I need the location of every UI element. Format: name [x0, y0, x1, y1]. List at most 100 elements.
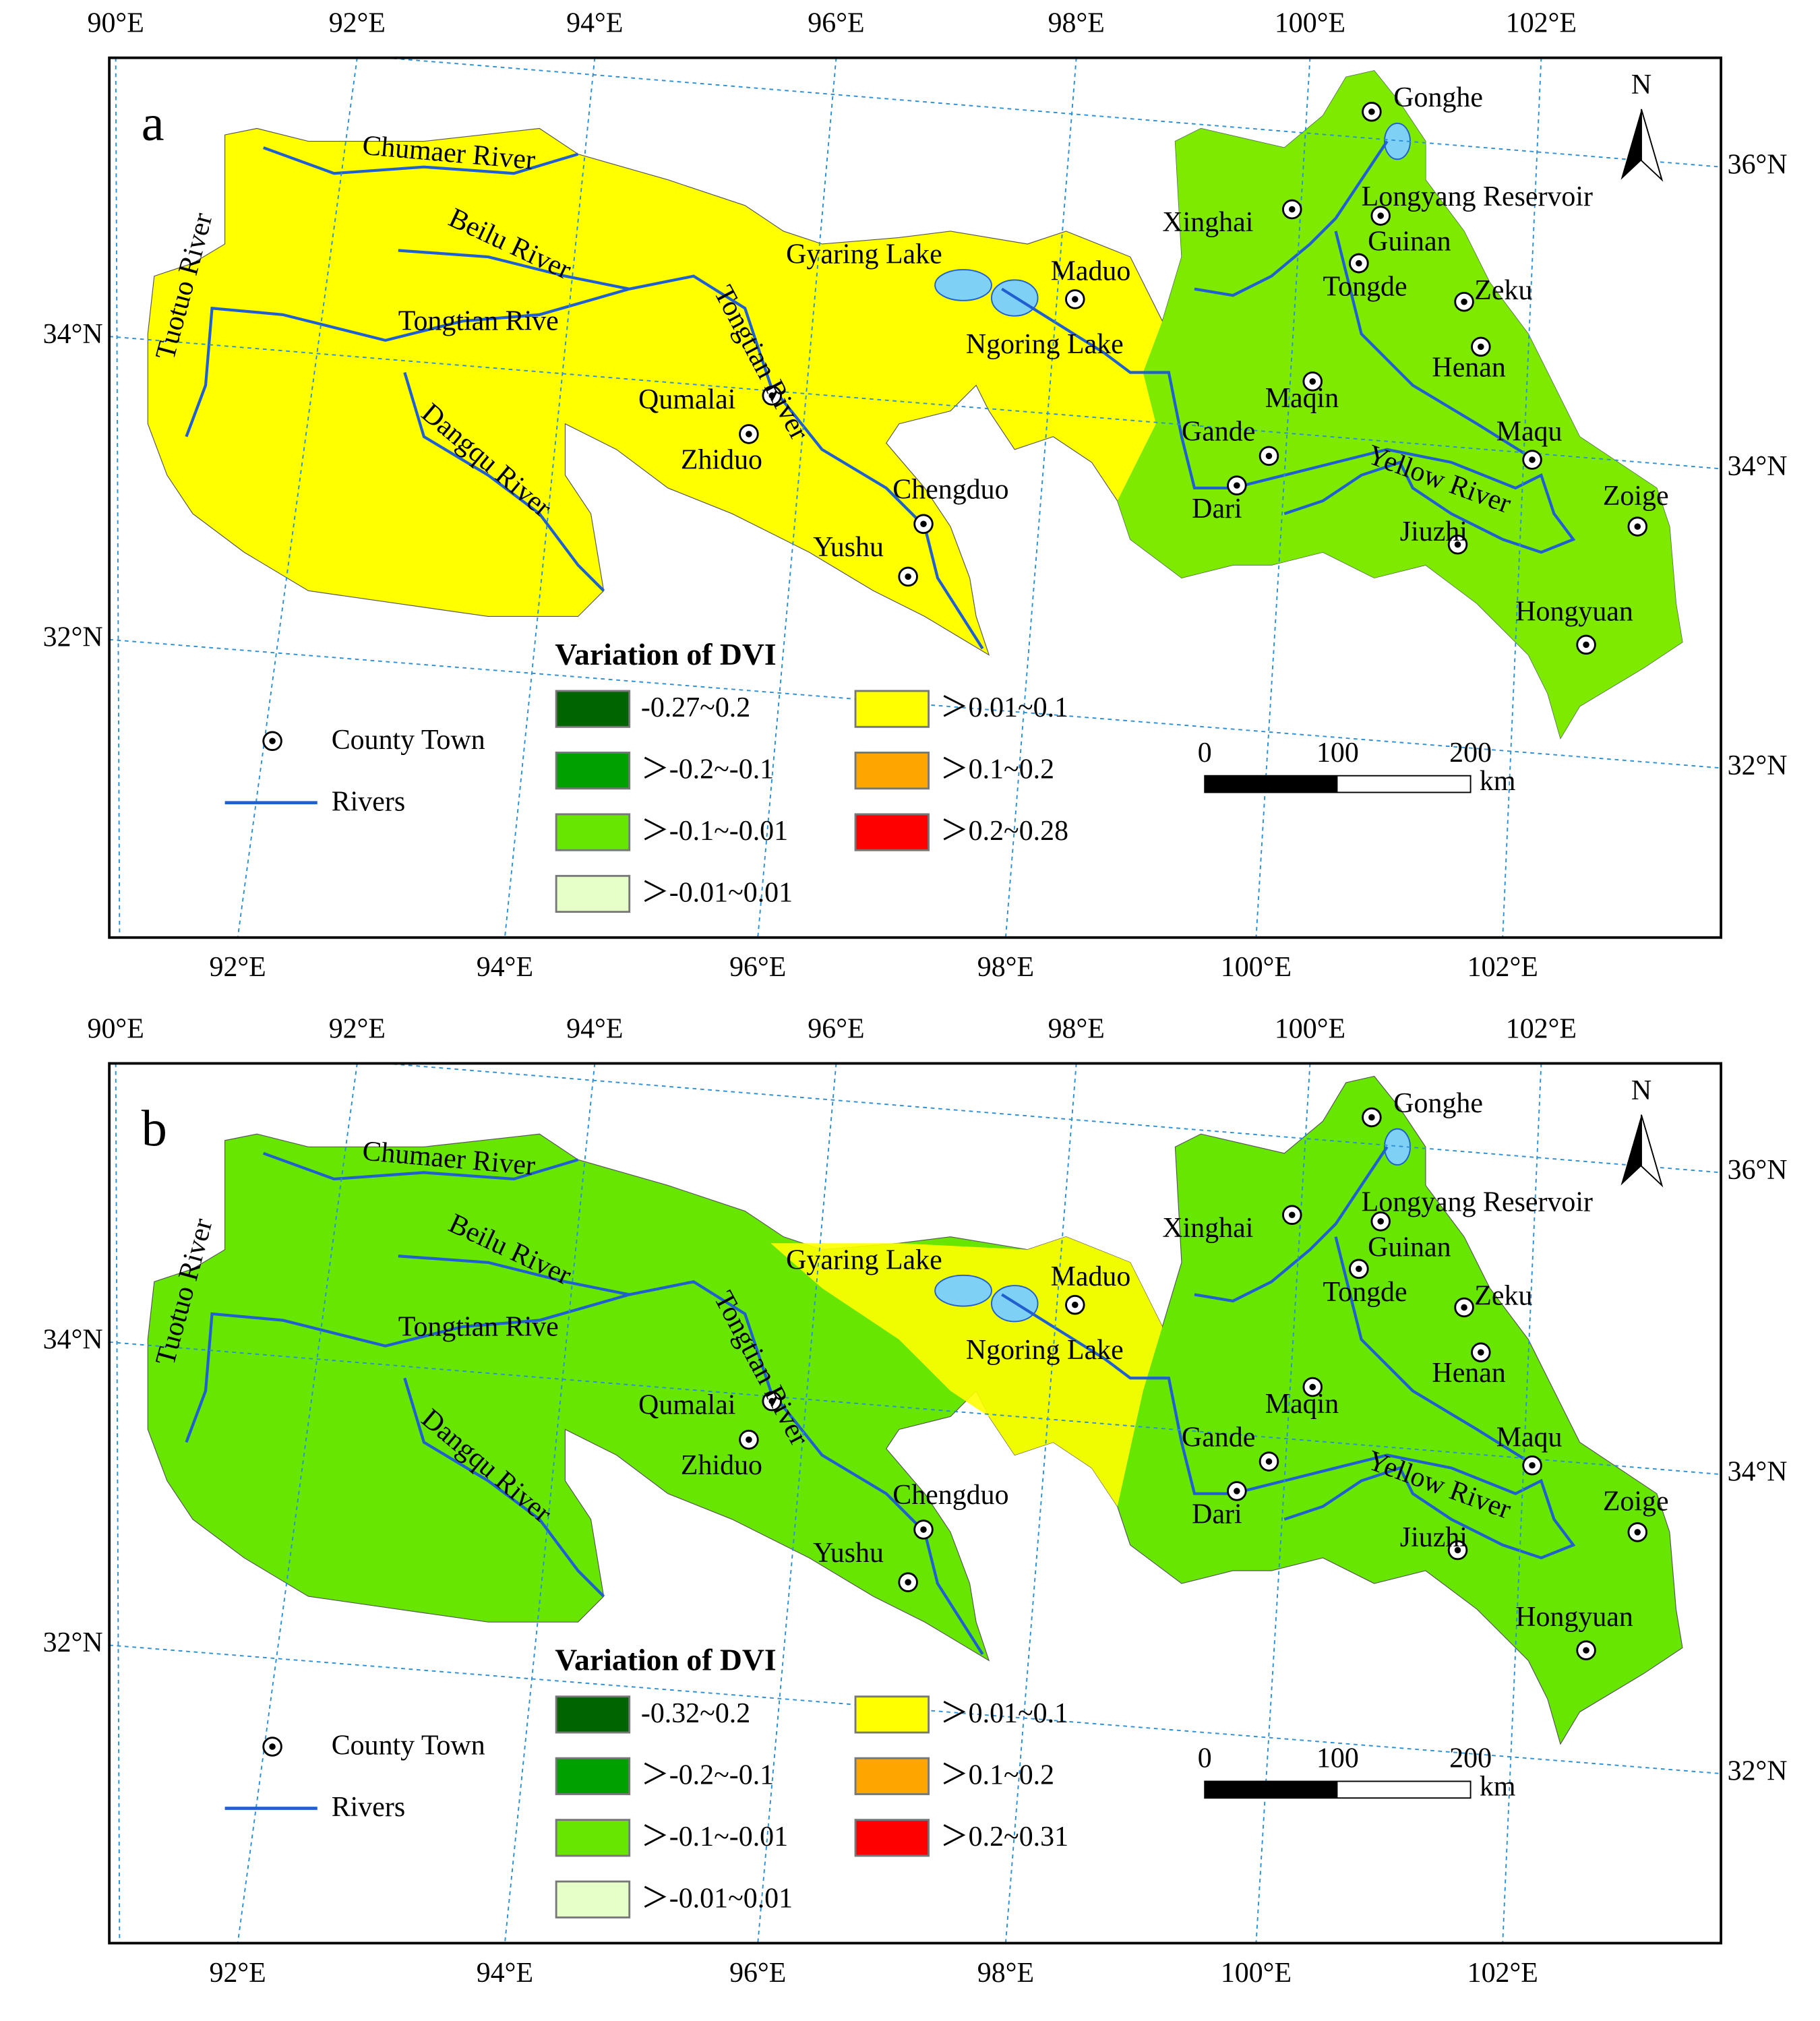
- place-label: Longyang Reservoir: [1362, 1187, 1593, 1218]
- place-label: Dari: [1192, 493, 1242, 524]
- county-town-dot: [746, 1436, 752, 1443]
- legend-label: -0.27~0.2: [641, 692, 750, 723]
- panel-letter: a: [142, 95, 164, 152]
- county-town-dot: [1309, 1383, 1316, 1391]
- legend-label: ＞0.01~0.1: [940, 692, 1068, 723]
- lon-label: 96°E: [729, 952, 786, 983]
- lon-label: 100°E: [1221, 1958, 1292, 1989]
- place-label: Maqu: [1496, 1422, 1563, 1453]
- feature-label: Ngoring Lake: [966, 1335, 1124, 1366]
- river: [263, 1151, 579, 1181]
- place-label: Maduo: [1051, 255, 1131, 286]
- legend-swatch: [854, 690, 930, 728]
- scale-label: 200: [1449, 737, 1492, 768]
- county-town-dot: [768, 392, 775, 399]
- lon-label: 100°E: [1275, 8, 1345, 39]
- lat-label: 36°N: [1728, 1155, 1788, 1186]
- lon-label: 96°E: [729, 1958, 786, 1989]
- county-town-dot: [1309, 378, 1316, 385]
- lat-label: 36°N: [1728, 149, 1788, 180]
- legend-label: ＞0.01~0.1: [940, 1698, 1068, 1729]
- place-label: Maqu: [1496, 417, 1563, 448]
- graticule: [237, 57, 358, 938]
- legend-label: ＞0.1~0.2: [940, 1759, 1054, 1790]
- county-town-dot: [1529, 1462, 1536, 1469]
- lon-label: 90°E: [88, 1013, 144, 1044]
- lon-label: 92°E: [329, 8, 386, 39]
- county-town-dot: [1461, 298, 1467, 305]
- lon-label: 92°E: [329, 1013, 386, 1044]
- graticule: [1004, 1063, 1077, 1943]
- county-town-dot: [1583, 641, 1589, 648]
- lon-label: 100°E: [1275, 1013, 1345, 1044]
- county-town-dot: [1529, 456, 1536, 463]
- place-label: Yushu: [813, 532, 884, 563]
- lat-label: 32°N: [1728, 750, 1788, 781]
- county-town-dot: [768, 1397, 775, 1405]
- place-label: Qumalai: [638, 1390, 735, 1421]
- legend-label: ＞0.2~0.31: [940, 1821, 1068, 1852]
- symbol-town-dot: [269, 737, 276, 745]
- place-label: Dari: [1192, 1499, 1242, 1530]
- legend-swatch: [555, 874, 631, 913]
- lat-label: 32°N: [43, 622, 103, 653]
- lon-label: 102°E: [1467, 1958, 1538, 1989]
- map-panel: b 90°E 92°E 94°E 96°E 98°E 100°E 102°E 92°E 94°E 9…: [43, 1013, 1788, 1988]
- lon-label: 96°E: [808, 1013, 864, 1044]
- river: [185, 1280, 984, 1655]
- place-label: Chengduo: [892, 1480, 1008, 1511]
- lon-label: 92°E: [210, 1958, 266, 1989]
- lake: [934, 269, 992, 301]
- scale-label: 0: [1198, 737, 1212, 768]
- scale-unit: km: [1480, 766, 1516, 797]
- place-label: Jiuzhi: [1400, 516, 1467, 547]
- place-label: Gonghe: [1393, 82, 1483, 113]
- place-label: Gande: [1182, 1422, 1255, 1453]
- scale-bar-fill: [1205, 775, 1338, 793]
- river: [403, 1377, 605, 1598]
- lat-label: 32°N: [1728, 1756, 1788, 1787]
- place-label: Henan: [1432, 352, 1505, 383]
- symbol-label: Rivers: [332, 1792, 405, 1823]
- north-arrow: [1641, 1114, 1664, 1188]
- county-town-dot: [1234, 482, 1240, 489]
- graticule: [1502, 57, 1542, 938]
- county-town-dot: [1289, 1211, 1296, 1219]
- county-town-dot: [1454, 1546, 1461, 1554]
- lon-label: 94°E: [477, 952, 533, 983]
- lat-label: 34°N: [1728, 1457, 1788, 1488]
- graticule: [504, 57, 596, 938]
- legend-swatch: [854, 1695, 930, 1734]
- river: [263, 146, 579, 175]
- legend-swatch: [555, 690, 631, 728]
- county-town-dot: [1368, 108, 1375, 115]
- place-label: Maqin: [1265, 383, 1339, 414]
- county-town-dot: [1234, 1488, 1240, 1495]
- county-town-dot: [1356, 260, 1362, 267]
- reservoir: [1384, 122, 1412, 160]
- river: [398, 249, 630, 291]
- county-town-dot: [1072, 1301, 1079, 1308]
- place-label: Zoige: [1603, 481, 1669, 512]
- feature-label: Gyaring Lake: [786, 1244, 942, 1275]
- lon-label: 98°E: [977, 1958, 1034, 1989]
- graticule: [115, 1063, 121, 1943]
- county-town-dot: [1634, 523, 1641, 530]
- graticule: [237, 1063, 358, 1943]
- lon-label: 92°E: [210, 952, 266, 983]
- place-label: Guinan: [1368, 1232, 1451, 1263]
- graticule: [757, 57, 837, 938]
- feature-label: Ngoring Lake: [966, 329, 1124, 360]
- place-label: Zhiduo: [681, 1450, 762, 1481]
- place-label: Zhiduo: [681, 444, 762, 475]
- graticule: [1004, 57, 1077, 938]
- symbol-town-dot: [269, 1743, 276, 1750]
- lon-label: 94°E: [477, 1958, 533, 1989]
- place-label: Jiuzhi: [1400, 1522, 1467, 1553]
- place-label: Xinghai: [1162, 207, 1253, 238]
- graticule: [115, 57, 121, 938]
- river: [1334, 231, 1529, 458]
- feature-label: Tongtian Rive: [398, 1311, 559, 1342]
- study-area-mid: [770, 1236, 1163, 1507]
